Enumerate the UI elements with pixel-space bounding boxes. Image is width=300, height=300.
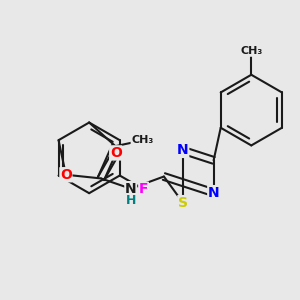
Text: H: H: [125, 194, 136, 207]
Text: O: O: [60, 168, 72, 182]
Text: N: N: [177, 143, 189, 158]
Text: O: O: [110, 146, 122, 160]
Text: CH₃: CH₃: [240, 46, 262, 56]
Text: N: N: [125, 182, 136, 196]
Text: CH₃: CH₃: [131, 135, 153, 146]
Text: S: S: [178, 196, 188, 210]
Text: N: N: [208, 186, 219, 200]
Text: F: F: [139, 182, 148, 196]
